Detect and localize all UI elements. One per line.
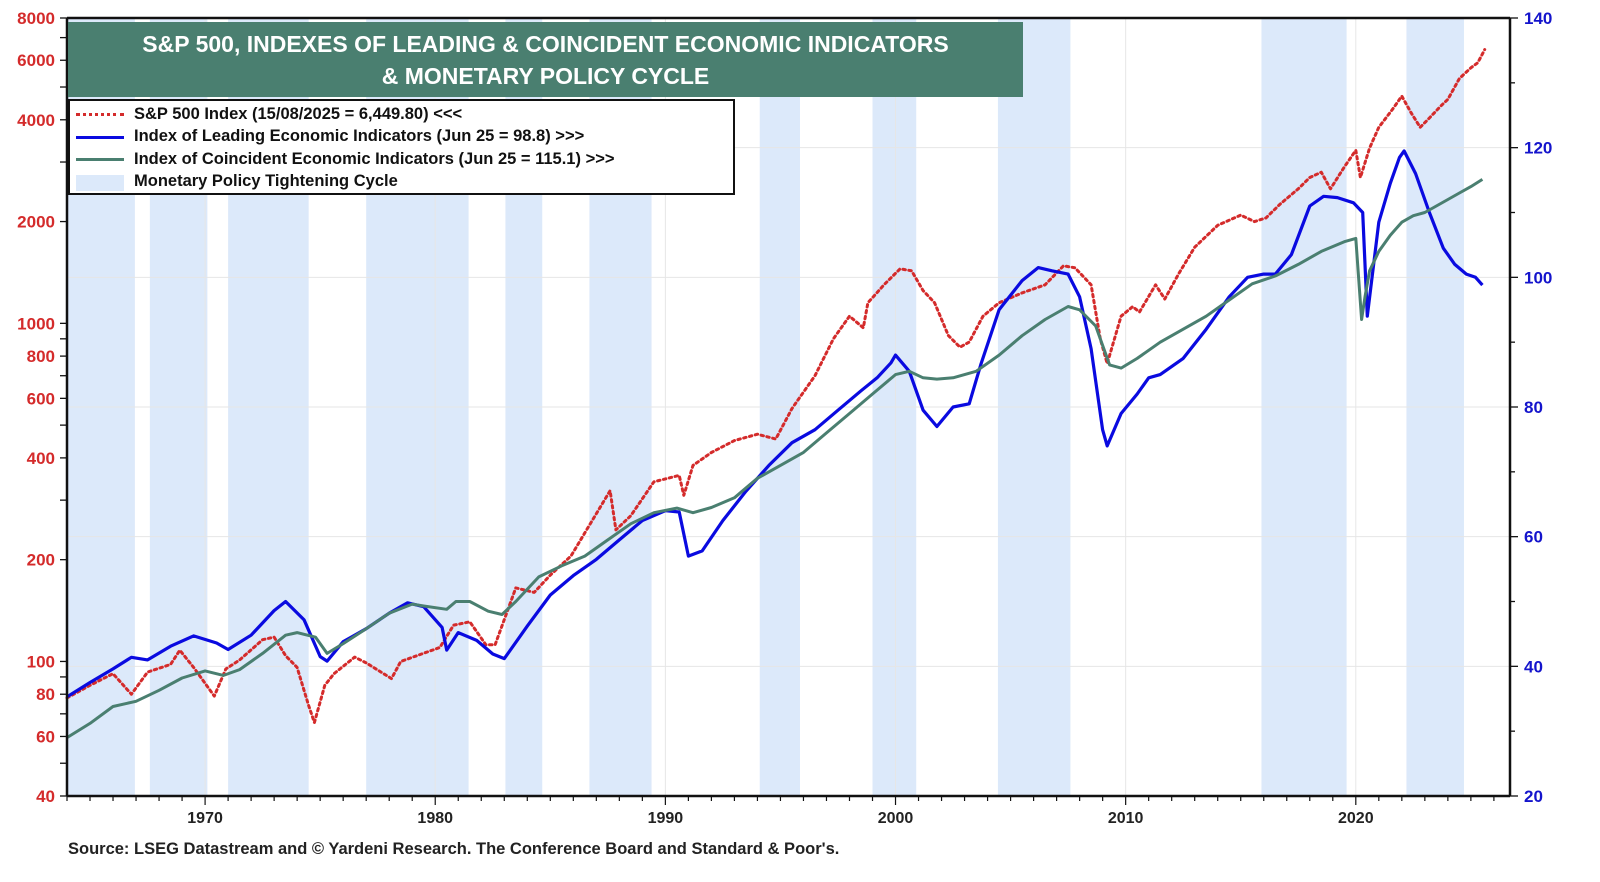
legend-item-sp500: S&P 500 Index (15/08/2025 = 6,449.80) <<…	[76, 103, 733, 126]
left-tick-label: 600	[27, 389, 55, 408]
x-tick-label: 1970	[187, 810, 223, 827]
sp500-line	[65, 48, 1487, 724]
right-tick-label: 140	[1524, 9, 1552, 28]
left-tick-label: 100	[27, 652, 55, 671]
x-tick-label: 1990	[648, 810, 684, 827]
left-tick-label: 1000	[17, 314, 55, 333]
legend-label-lei: Index of Leading Economic Indicators (Ju…	[134, 127, 585, 146]
right-tick-label: 80	[1524, 398, 1543, 417]
series-lines	[65, 48, 1487, 739]
left-tick-label: 80	[36, 685, 55, 704]
x-tick-label: 2000	[878, 810, 914, 827]
left-tick-label: 40	[36, 787, 55, 806]
x-tick-label: 2020	[1338, 810, 1374, 827]
legend-item-cei: Index of Coincident Economic Indicators …	[76, 148, 733, 171]
x-tick-label: 2010	[1108, 810, 1144, 827]
right-tick-label: 40	[1524, 657, 1543, 676]
axes	[60, 16, 1518, 805]
right-tick-label: 100	[1524, 268, 1552, 287]
chart-title-line2: & MONETARY POLICY CYCLE	[381, 63, 710, 89]
legend-item-lei: Index of Leading Economic Indicators (Ju…	[76, 126, 733, 149]
coincident-index-line	[66, 178, 1484, 739]
legend-swatch-blue-line	[76, 130, 124, 144]
left-tick-label: 8000	[17, 9, 55, 28]
tick-labels: 40 60 80 100 200 400 600 800 1000 2000 4000 6000 800…	[17, 9, 1552, 827]
legend-item-band: Monetary Policy Tightening Cycle	[76, 171, 733, 194]
x-tick-label: 1980	[417, 810, 453, 827]
left-tick-label: 800	[27, 347, 55, 366]
legend: S&P 500 Index (15/08/2025 = 6,449.80) <<…	[68, 99, 735, 195]
legend-label-sp500: S&P 500 Index (15/08/2025 = 6,449.80) <<…	[134, 104, 463, 123]
source-note: Source: LSEG Datastream and © Yardeni Re…	[68, 840, 840, 858]
left-tick-label: 2000	[17, 213, 55, 232]
legend-swatch-dotted-red	[76, 107, 124, 121]
left-tick-label: 4000	[17, 111, 55, 130]
legend-swatch-band	[76, 174, 124, 191]
left-tick-label: 60	[36, 727, 55, 746]
right-tick-label: 120	[1524, 139, 1552, 158]
left-tick-label: 400	[27, 449, 55, 468]
right-tick-label: 20	[1524, 787, 1543, 806]
chart-title: S&P 500, INDEXES OF LEADING & COINCIDENT…	[68, 22, 1023, 97]
legend-swatch-green-line	[76, 152, 124, 166]
right-tick-label: 60	[1524, 528, 1543, 547]
left-tick-label: 200	[27, 551, 55, 570]
legend-label-band: Monetary Policy Tightening Cycle	[134, 172, 398, 191]
left-tick-label: 6000	[17, 51, 55, 70]
legend-label-cei: Index of Coincident Economic Indicators …	[134, 149, 615, 168]
chart-title-line1: S&P 500, INDEXES OF LEADING & COINCIDENT…	[142, 31, 949, 57]
